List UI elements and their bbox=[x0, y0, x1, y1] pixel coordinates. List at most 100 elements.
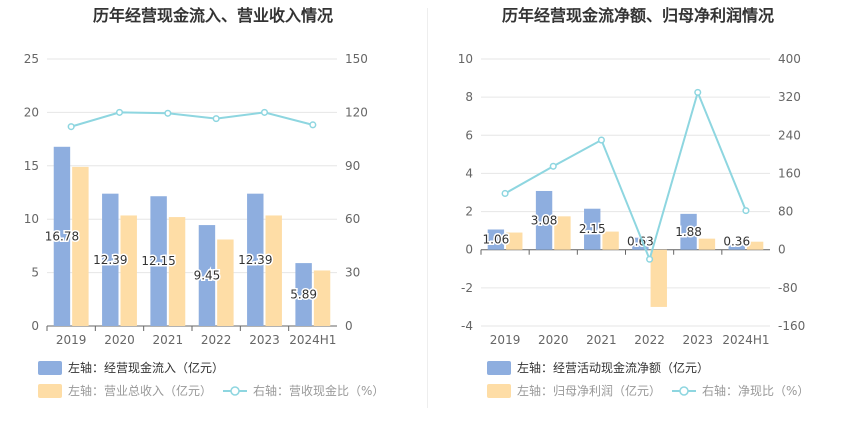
right-axis-tick-label: 160 bbox=[778, 166, 801, 180]
bar-secondary bbox=[313, 270, 331, 326]
bar-secondary bbox=[746, 241, 764, 250]
bar-data-label: 0.36 bbox=[723, 235, 750, 249]
bar-data-label: 0.63 bbox=[627, 235, 654, 249]
x-axis-tick-label: 2024H1 bbox=[722, 333, 769, 347]
bar-secondary bbox=[265, 215, 282, 326]
line-series bbox=[504, 89, 747, 263]
left-axis-tick-label: 5 bbox=[31, 266, 39, 280]
bar-primary bbox=[53, 146, 71, 326]
right-axis-tick-label: 0 bbox=[345, 319, 353, 333]
line-point bbox=[694, 88, 702, 96]
legend-swatch bbox=[38, 384, 62, 398]
right-axis-tick-label: -160 bbox=[778, 319, 805, 333]
bar-primary bbox=[295, 263, 312, 326]
left-axis-tick-label: 2 bbox=[465, 205, 473, 219]
right-axis-tick-label: 240 bbox=[778, 128, 801, 142]
left-axis-tick-label: 0 bbox=[465, 243, 473, 257]
left-axis-tick-label: 4 bbox=[465, 166, 473, 180]
bar-secondary bbox=[650, 249, 667, 307]
bar-primary bbox=[198, 225, 216, 326]
bar-primary bbox=[150, 196, 167, 326]
legend-swatch-marker bbox=[230, 386, 240, 396]
line-point bbox=[164, 109, 172, 117]
right-axis-tick-label: 320 bbox=[778, 90, 801, 104]
bar-secondary bbox=[168, 217, 186, 326]
bar-data-label: 12.39 bbox=[93, 253, 127, 267]
left-axis-tick-label: 25 bbox=[24, 52, 39, 66]
chart-panel-left: 历年经营现金流入、营业收入情况 0 0 5 30 10 60 15 90 20 120 25 150 20… bbox=[0, 0, 427, 437]
panel-divider bbox=[427, 8, 428, 408]
bar-secondary bbox=[217, 239, 234, 326]
bar-data-label: 3.08 bbox=[531, 213, 558, 227]
line-series bbox=[70, 111, 314, 128]
bar-secondary bbox=[602, 231, 619, 250]
x-axis-tick-label: 2022 bbox=[634, 333, 665, 347]
bar-data-label: 12.15 bbox=[141, 254, 175, 268]
bar-primary bbox=[680, 213, 697, 250]
line-point bbox=[115, 108, 124, 116]
right-axis-tick-label: 0 bbox=[778, 243, 786, 257]
right-axis-tick-label: 400 bbox=[778, 52, 801, 66]
chart-title: 历年经营现金流入、营业收入情况 bbox=[93, 6, 333, 25]
bar-secondary bbox=[72, 166, 89, 326]
left-axis-tick-label: 20 bbox=[24, 105, 39, 119]
chart-right-svg: 历年经营现金流净额、归母净利润情况 -4 -160 -2 -80 0 0 2 80 4 160 6 24… bbox=[458, 6, 809, 398]
right-axis-tick-label: -80 bbox=[778, 281, 798, 295]
line-point bbox=[646, 255, 654, 263]
bar-primary bbox=[535, 190, 553, 250]
left-axis-tick-label: -2 bbox=[461, 281, 473, 295]
line-point bbox=[597, 136, 605, 144]
bar-data-label: 2.15 bbox=[579, 222, 606, 236]
bar-data-label: 12.39 bbox=[238, 253, 272, 267]
bar-secondary bbox=[554, 216, 571, 250]
chart-title: 历年经营现金流净额、归母净利润情况 bbox=[502, 6, 774, 25]
legend-label: 左轴：经营现金流入（亿元） bbox=[68, 360, 224, 375]
chart-panel-right: 历年经营现金流净额、归母净利润情况 -4 -160 -2 -80 0 0 2 80 4 160 6 24… bbox=[427, 0, 850, 437]
chart-left-svg: 历年经营现金流入、营业收入情况 0 0 5 30 10 60 15 90 20 120 25 150 20… bbox=[24, 6, 384, 398]
bar-primary bbox=[487, 229, 505, 250]
line-point bbox=[742, 207, 750, 215]
legend-label: 左轴：经营活动现金流净额（亿元） bbox=[517, 360, 709, 375]
bar-data-label: 1.88 bbox=[675, 225, 702, 239]
right-axis-tick-label: 90 bbox=[345, 159, 360, 173]
legend-swatch bbox=[38, 361, 62, 375]
bar-primary bbox=[584, 208, 601, 250]
left-axis-tick-label: 8 bbox=[465, 90, 473, 104]
x-axis-tick-label: 2019 bbox=[490, 333, 521, 347]
bar-data-label: 16.78 bbox=[45, 229, 79, 243]
x-axis-tick-label: 2024H1 bbox=[289, 333, 336, 347]
right-axis-tick-label: 60 bbox=[345, 212, 360, 226]
x-axis-tick-label: 2021 bbox=[153, 333, 184, 347]
bar-primary bbox=[102, 193, 119, 326]
line-point bbox=[67, 123, 75, 131]
bar-primary bbox=[728, 242, 745, 250]
bar-primary bbox=[247, 193, 264, 326]
bar-data-label: 1.06 bbox=[483, 233, 510, 247]
x-axis-tick-label: 2023 bbox=[682, 333, 713, 347]
legend-label: 左轴：归母净利润（亿元） bbox=[517, 383, 661, 398]
line-point bbox=[309, 121, 317, 129]
x-axis-tick-label: 2022 bbox=[201, 333, 232, 347]
left-axis-tick-label: 10 bbox=[24, 212, 39, 226]
bar-data-label: 9.45 bbox=[194, 269, 221, 283]
legend-swatch bbox=[487, 361, 511, 375]
x-axis-tick-label: 2020 bbox=[104, 333, 135, 347]
bar-secondary bbox=[698, 238, 716, 250]
right-axis-tick-label: 80 bbox=[778, 205, 793, 219]
line-point bbox=[212, 115, 220, 123]
legend-swatch-marker bbox=[679, 386, 689, 396]
left-axis-tick-label: 6 bbox=[465, 128, 473, 142]
left-axis-tick-label: 15 bbox=[24, 159, 39, 173]
legend-swatch bbox=[487, 384, 511, 398]
bar-secondary bbox=[120, 215, 137, 326]
x-axis-tick-label: 2021 bbox=[586, 333, 617, 347]
right-axis-tick-label: 30 bbox=[345, 266, 360, 280]
line-point bbox=[501, 189, 509, 198]
x-axis-tick-label: 2023 bbox=[249, 333, 280, 347]
right-axis-tick-label: 150 bbox=[345, 52, 368, 66]
x-axis-tick-label: 2019 bbox=[56, 333, 87, 347]
right-axis-tick-label: 120 bbox=[345, 105, 368, 119]
line-point bbox=[549, 162, 557, 170]
bar-secondary bbox=[506, 232, 523, 250]
left-axis-tick-label: 0 bbox=[31, 319, 39, 333]
